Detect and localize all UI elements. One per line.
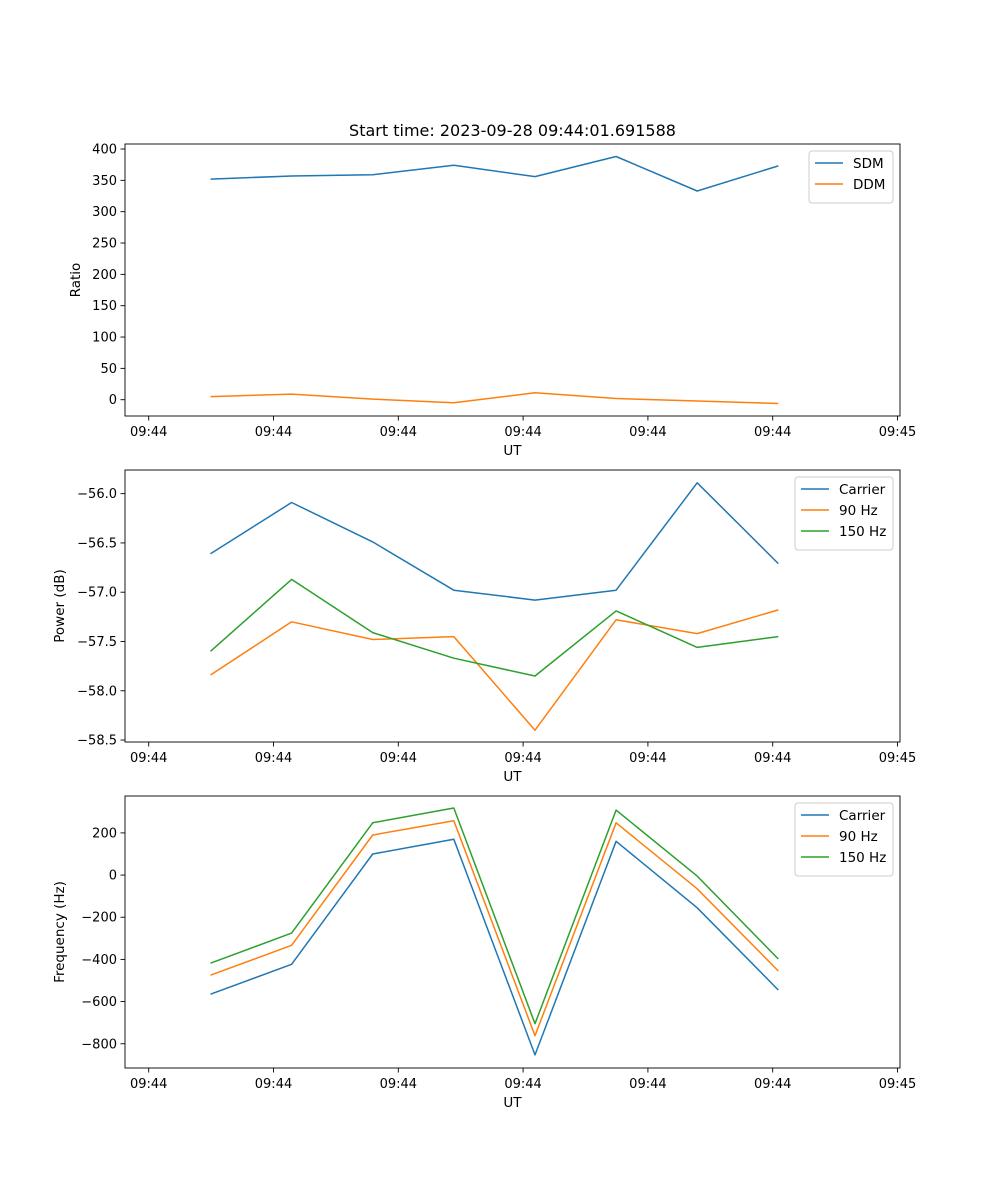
x-tick-label: 09:44 bbox=[380, 1077, 417, 1092]
x-tick-label: 09:44 bbox=[504, 751, 541, 766]
y-tick-label: −800 bbox=[81, 1037, 117, 1052]
series-line-150-hz bbox=[210, 807, 779, 1025]
chart-2: 09:44 09:44 09:44 09:44 09:44 09:44 09:45 −58.5… bbox=[52, 469, 916, 785]
x-axis-label: UT bbox=[503, 1095, 522, 1111]
x-tick-label: 09:44 bbox=[255, 425, 292, 440]
y-tick-label: 250 bbox=[92, 237, 117, 252]
y-axis-label: Frequency (Hz) bbox=[52, 881, 68, 983]
y-tick-label: −200 bbox=[81, 911, 117, 926]
x-axis-label: UT bbox=[503, 769, 522, 785]
y-tick-label: 50 bbox=[100, 362, 117, 377]
x-tick-label: 09:45 bbox=[879, 1077, 916, 1092]
legend-box bbox=[808, 150, 894, 204]
plot-area bbox=[125, 144, 900, 416]
y-tick-label: 0 bbox=[109, 393, 117, 408]
legend: Carrier 90 Hz 150 Hz bbox=[794, 802, 894, 877]
series-line-carrier bbox=[210, 838, 779, 1056]
y-tick-label: −600 bbox=[81, 995, 117, 1010]
y-tick-label: 350 bbox=[92, 174, 117, 189]
series-line-sdm bbox=[210, 155, 779, 192]
series-group bbox=[210, 482, 779, 731]
x-tick-label: 09:45 bbox=[879, 751, 916, 766]
legend-label-90-hz: 90 Hz bbox=[839, 503, 878, 519]
y-tick-label: 300 bbox=[92, 205, 117, 220]
y-axis-label: Ratio bbox=[68, 263, 84, 298]
series-line-carrier bbox=[210, 482, 779, 601]
y-tick-label: −57.0 bbox=[77, 586, 117, 601]
x-tick-label: 09:44 bbox=[754, 1077, 791, 1092]
x-tick-label: 09:44 bbox=[754, 751, 791, 766]
x-tick-label: 09:44 bbox=[504, 1077, 541, 1092]
x-tick-label: 09:45 bbox=[879, 425, 916, 440]
y-tick-label: 0 bbox=[109, 869, 117, 884]
series-group bbox=[210, 807, 779, 1056]
axes-frame bbox=[124, 469, 901, 743]
legend-label-90-hz: 90 Hz bbox=[839, 829, 878, 845]
y-tick-label: −56.5 bbox=[77, 536, 117, 551]
x-tick-label: 09:44 bbox=[629, 425, 666, 440]
y-tick-label: −56.0 bbox=[77, 487, 117, 502]
plot-area bbox=[125, 796, 900, 1068]
series-group bbox=[210, 155, 779, 405]
y-tick-label: −57.5 bbox=[77, 635, 117, 650]
y-tick-label: 200 bbox=[92, 268, 117, 283]
legend-label-sdm: SDM bbox=[853, 156, 884, 172]
x-tick-label: 09:44 bbox=[130, 1077, 167, 1092]
legend-label-ddm: DDM bbox=[853, 177, 885, 193]
y-tick-label: −58.0 bbox=[77, 684, 117, 699]
x-tick-label: 09:44 bbox=[130, 751, 167, 766]
y-tick-label: 150 bbox=[92, 299, 117, 314]
legend-label-carrier: Carrier bbox=[839, 482, 886, 498]
plot-area bbox=[125, 470, 900, 742]
y-tick-label: 200 bbox=[92, 826, 117, 841]
legend-label-carrier: Carrier bbox=[839, 808, 886, 824]
x-tick-label: 09:44 bbox=[380, 751, 417, 766]
x-tick-label: 09:44 bbox=[629, 1077, 666, 1092]
x-tick-label: 09:44 bbox=[754, 425, 791, 440]
x-tick-label: 09:44 bbox=[380, 425, 417, 440]
legend-label-150-hz: 150 Hz bbox=[839, 524, 886, 540]
x-axis-label: UT bbox=[503, 443, 522, 459]
y-axis-label: Power (dB) bbox=[52, 569, 68, 642]
y-tick-label: 100 bbox=[92, 331, 117, 346]
x-tick-label: 09:44 bbox=[255, 751, 292, 766]
x-tick-label: 09:44 bbox=[504, 425, 541, 440]
legend: Carrier 90 Hz 150 Hz bbox=[794, 476, 894, 551]
y-tick-label: −58.5 bbox=[77, 734, 117, 749]
axes-frame bbox=[124, 143, 901, 417]
legend: SDM DDM bbox=[808, 150, 894, 204]
chart-3: 09:44 09:44 09:44 09:44 09:44 09:44 09:45 −800 −… bbox=[52, 795, 916, 1111]
y-tick-label: −400 bbox=[81, 953, 117, 968]
plots-container: 09:44 09:44 09:44 09:44 09:44 09:44 09:45 0 50 10… bbox=[52, 143, 916, 1111]
x-tick-label: 09:44 bbox=[130, 425, 167, 440]
series-line-150-hz bbox=[210, 578, 779, 677]
x-tick-label: 09:44 bbox=[255, 1077, 292, 1092]
y-tick-label: 400 bbox=[92, 143, 117, 158]
legend-label-150-hz: 150 Hz bbox=[839, 850, 886, 866]
series-line-90-hz bbox=[210, 609, 779, 731]
x-tick-label: 09:44 bbox=[629, 751, 666, 766]
series-line-90-hz bbox=[210, 819, 779, 1037]
chart-1: 09:44 09:44 09:44 09:44 09:44 09:44 09:45 0 50 10… bbox=[68, 143, 916, 459]
series-line-ddm bbox=[210, 392, 779, 405]
figure-title: Start time: 2023-09-28 09:44:01.691588 bbox=[349, 121, 676, 140]
axes-frame bbox=[124, 795, 901, 1069]
